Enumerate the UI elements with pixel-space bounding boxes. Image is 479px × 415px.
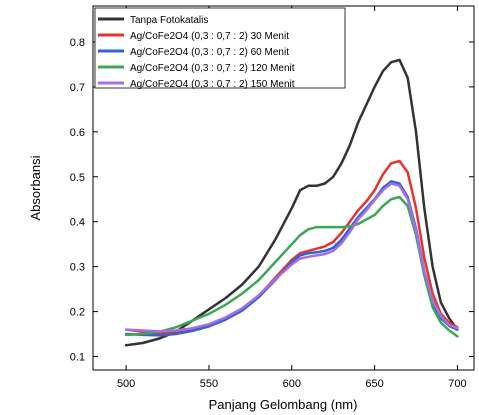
x-tick-label: 600 <box>283 378 301 390</box>
y-tick-label: 0.6 <box>70 127 85 139</box>
y-tick-label: 0.3 <box>70 262 85 274</box>
legend-label-1: Tanpa Fotokatalis <box>130 15 208 26</box>
series-line-4 <box>124 195 459 338</box>
y-tick-label: 0.7 <box>70 82 85 94</box>
series-line-5 <box>124 182 459 333</box>
y-tick-label: 0.1 <box>70 352 85 364</box>
x-axis-title: Panjang Gelombang (nm) <box>209 397 358 412</box>
y-axis-title: Absorbansi <box>28 155 43 220</box>
legend-label-3: Ag/CoFe2O4 (0,3 : 0,7 : 2) 60 Menit <box>130 47 289 58</box>
series-line-1 <box>124 58 459 347</box>
y-tick-label: 0.4 <box>70 217 85 229</box>
series-lines <box>124 58 459 347</box>
legend-label-4: Ag/CoFe2O4 (0,3 : 0,7 : 2) 120 Menit <box>130 63 295 74</box>
x-tick-label: 500 <box>117 378 135 390</box>
legend-box <box>94 7 346 89</box>
x-tick-label: 550 <box>200 378 218 390</box>
series-line-2 <box>124 159 459 335</box>
x-tick-label: 700 <box>448 378 466 390</box>
y-tick-label: 0.8 <box>70 37 85 49</box>
axis-ticks: 500 550 600 650 700 0.1 0.2 0.3 0.4 0.5 0.6 0.7 0.8 <box>70 6 474 390</box>
plot-frame <box>92 5 475 371</box>
y-tick-label: 0.2 <box>70 307 85 319</box>
legend-label-5: Ag/CoFe2O4 (0,3 : 0,7 : 2) 150 Menit <box>130 79 295 90</box>
x-tick-label: 650 <box>365 378 383 390</box>
legend: Tanpa Fotokatalis Ag/CoFe2O4 (0,3 : 0,7 :… <box>94 7 346 90</box>
legend-label-2: Ag/CoFe2O4 (0,3 : 0,7 : 2) 30 Menit <box>130 31 289 42</box>
y-tick-label: 0.5 <box>70 172 85 184</box>
